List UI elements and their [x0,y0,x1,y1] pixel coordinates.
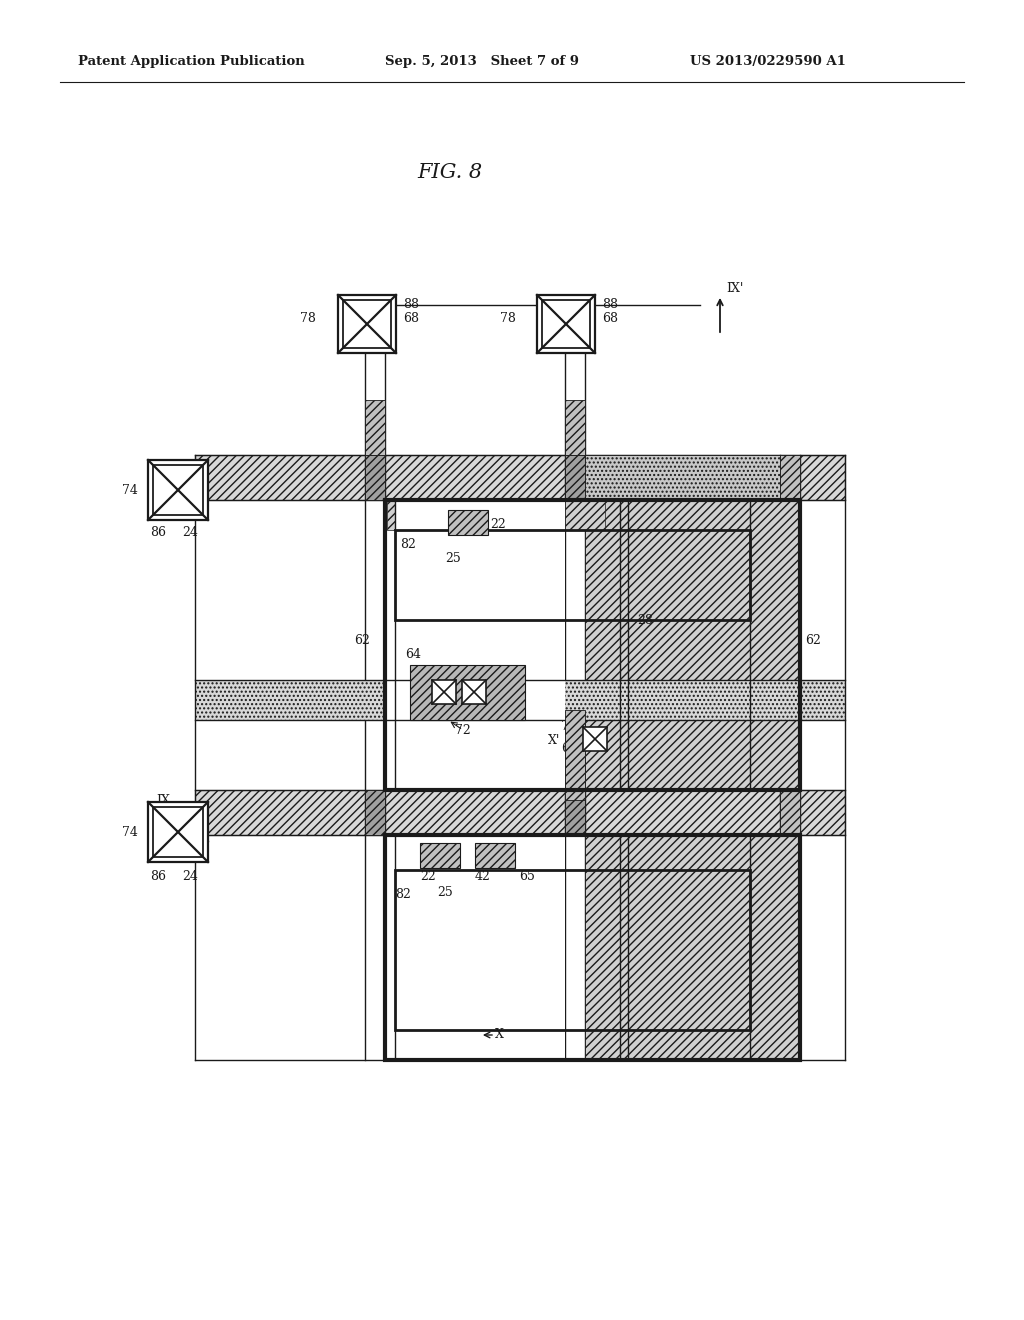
Bar [420,843,460,869]
Text: IX': IX' [726,281,743,294]
Text: 76: 76 [561,721,577,734]
Bar [338,294,396,352]
Text: C: C [502,857,512,870]
Bar [395,870,750,1030]
Text: 72: 72 [455,723,471,737]
Bar [195,822,208,841]
Text: 64: 64 [406,648,421,660]
Bar [343,300,391,348]
Text: 24: 24 [182,870,198,883]
Text: 22: 22 [420,870,436,883]
Text: 88: 88 [602,297,618,310]
Text: 68: 68 [602,312,618,325]
Bar [195,789,845,836]
Bar [780,455,800,500]
Text: 28: 28 [637,614,653,627]
Text: 25: 25 [437,887,453,899]
Bar [385,836,565,1060]
Bar [565,455,585,500]
Bar [385,836,800,1060]
Text: 62: 62 [805,634,821,647]
Bar [195,680,845,719]
Bar [410,665,525,719]
Text: 86: 86 [150,870,166,883]
Bar [195,480,208,499]
Bar [365,400,385,455]
Bar [475,843,515,869]
Text: 65: 65 [519,870,535,883]
Bar [395,531,750,620]
Bar [148,459,208,520]
Bar [385,500,565,789]
Bar [462,680,486,704]
Bar [565,400,585,455]
Bar [385,500,800,789]
Bar [585,455,780,500]
Text: FIG. 8: FIG. 8 [418,162,482,181]
Text: 86: 86 [150,527,166,540]
Bar [385,836,387,1060]
Bar [583,727,607,751]
Bar [449,510,488,535]
Bar [365,789,385,836]
Bar [365,455,385,500]
Text: 24: 24 [182,527,198,540]
Text: 74: 74 [122,825,138,838]
Bar [565,710,585,800]
Text: 62: 62 [354,634,370,647]
Text: 22: 22 [490,519,506,532]
Text: 68: 68 [403,312,419,325]
Text: 82: 82 [395,888,411,902]
Text: 25: 25 [445,552,461,565]
Text: 66: 66 [561,742,577,755]
Bar [387,500,395,531]
Bar [195,455,845,500]
Bar [148,803,208,862]
Bar [565,500,605,531]
Bar [432,680,456,704]
Bar [780,789,800,836]
Text: 78: 78 [300,312,316,325]
Bar [780,455,800,500]
Text: 88: 88 [403,297,419,310]
Bar [542,300,590,348]
Text: Patent Application Publication: Patent Application Publication [78,55,305,69]
Text: 42: 42 [475,870,490,883]
Text: X: X [495,1028,504,1041]
Text: IX: IX [156,793,170,807]
Bar [585,836,800,1060]
Bar [585,500,800,789]
Bar [780,789,800,836]
Bar [565,789,585,836]
Bar [153,465,203,515]
Text: 74: 74 [122,483,138,496]
Text: 82: 82 [400,539,416,552]
Bar [153,807,203,857]
Bar [537,294,595,352]
Text: US 2013/0229590 A1: US 2013/0229590 A1 [690,55,846,69]
Text: X': X' [548,734,560,747]
Text: Sep. 5, 2013   Sheet 7 of 9: Sep. 5, 2013 Sheet 7 of 9 [385,55,579,69]
Text: 78: 78 [500,312,516,325]
